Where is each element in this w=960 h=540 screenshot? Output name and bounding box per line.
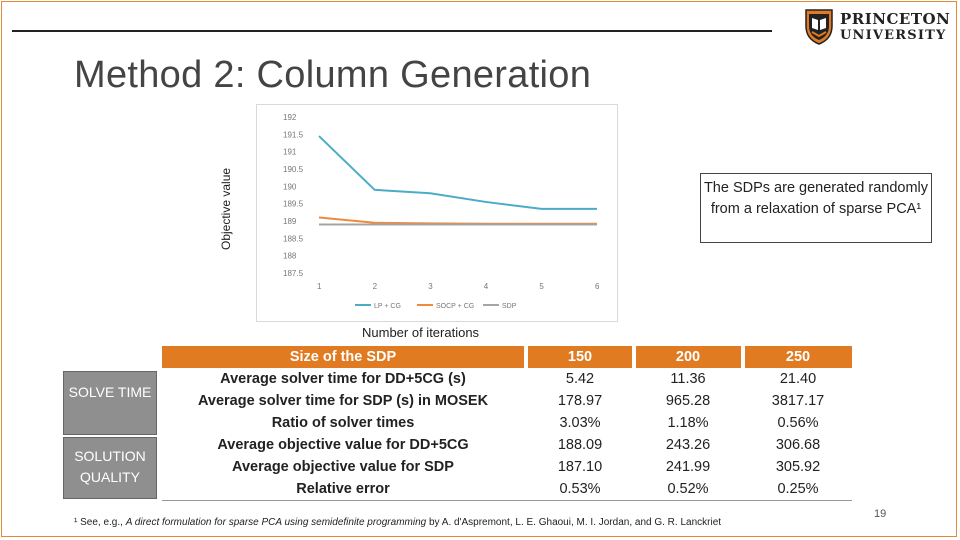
x-tick-label: 3 <box>428 282 433 291</box>
table-cell-250-0: 250 <box>746 346 850 368</box>
table-cell-200-1: 11.36 <box>636 368 740 390</box>
table-cell-150-5: 187.10 <box>528 456 632 478</box>
table-separator <box>741 346 745 500</box>
legend-label-0: LP + CG <box>374 303 401 310</box>
footnote: ¹ See, e.g., A direct formulation for sp… <box>74 517 721 528</box>
table-cell-150-3: 3.03% <box>528 412 632 434</box>
table-cell-150-2: 178.97 <box>528 390 632 412</box>
x-tick-label: 1 <box>317 282 322 291</box>
x-tick-label: 4 <box>484 282 489 291</box>
page-number: 19 <box>874 508 886 520</box>
princeton-logo: PRINCETON UNIVERSITY <box>804 6 954 48</box>
y-tick-label: 187.5 <box>283 269 304 278</box>
x-tick-label: 2 <box>373 282 378 291</box>
table-cell-150-4: 188.09 <box>528 434 632 456</box>
objective-chart: 192 191.5 191 190.5 190 189.5 189 188.5 188 187.5… <box>256 104 618 322</box>
table-cell-250-5: 305.92 <box>746 456 850 478</box>
table-cell-250-1: 21.40 <box>746 368 850 390</box>
series-line-0 <box>319 136 597 209</box>
sdp-note: The SDPs are generated randomly from a r… <box>700 173 932 243</box>
y-tick-label: 189 <box>283 217 297 226</box>
table-cell-250-4: 306.68 <box>746 434 850 456</box>
x-tick-label: 5 <box>539 282 544 291</box>
table-col-250: 250 21.40 3817.17 0.56% 306.68 305.92 0.25% <box>746 346 850 500</box>
table-cell-200-6: 0.52% <box>636 478 740 500</box>
table-col-150: 150 5.42 178.97 3.03% 188.09 187.10 0.53% <box>528 346 632 500</box>
table-cell-150-6: 0.53% <box>528 478 632 500</box>
table-row-label-3: Ratio of solver times <box>162 412 524 434</box>
y-tick-label: 188.5 <box>283 234 304 243</box>
footnote-prefix: ¹ See, e.g., <box>74 517 126 528</box>
shield-icon <box>804 6 834 46</box>
table-row-label-1: Average solver time for DD+5CG (s) <box>162 368 524 390</box>
side-label-solution-quality: SOLUTION QUALITY <box>63 437 157 499</box>
table-row-label-5: Average objective value for SDP <box>162 456 524 478</box>
table-cell-200-3: 1.18% <box>636 412 740 434</box>
y-tick-label: 191 <box>283 148 297 157</box>
table-cell-250-6: 0.25% <box>746 478 850 500</box>
table-cell-200-5: 241.99 <box>636 456 740 478</box>
table-cell-150-0: 150 <box>528 346 632 368</box>
table-cell-150-1: 5.42 <box>528 368 632 390</box>
table-cell-200-4: 243.26 <box>636 434 740 456</box>
chart-xlabel: Number of iterations <box>362 325 479 340</box>
y-tick-label: 188 <box>283 252 297 261</box>
y-tick-label: 192 <box>283 113 297 122</box>
table-separator <box>524 346 528 500</box>
side-label-solve-time: SOLVE TIME <box>63 371 157 435</box>
table-bottom-rule <box>162 500 852 501</box>
footnote-suffix: by A. d'Aspremont, L. E. Ghaoui, M. I. J… <box>426 517 721 528</box>
table-cell-250-3: 0.56% <box>746 412 850 434</box>
logo-line1: PRINCETON <box>840 10 950 28</box>
table-cell-200-0: 200 <box>636 346 740 368</box>
table-col-description: Size of the SDP Average solver time for D… <box>162 346 524 500</box>
x-tick-label: 6 <box>595 282 600 291</box>
legend-label-2: SDP <box>502 303 517 310</box>
table-row-label-0: Size of the SDP <box>162 346 524 368</box>
y-tick-label: 190.5 <box>283 165 304 174</box>
series-line-1 <box>319 218 597 224</box>
table-row-label-6: Relative error <box>162 478 524 500</box>
table-row-label-4: Average objective value for DD+5CG <box>162 434 524 456</box>
chart-ylabel: Objective value <box>219 168 233 250</box>
table-cell-200-2: 965.28 <box>636 390 740 412</box>
y-tick-label: 190 <box>283 182 297 191</box>
slide-title: Method 2: Column Generation <box>74 54 591 97</box>
table-separator <box>632 346 636 500</box>
footnote-title: A direct formulation for sparse PCA usin… <box>126 517 427 528</box>
title-rule <box>12 30 772 32</box>
y-tick-label: 191.5 <box>283 130 304 139</box>
legend-label-1: SOCP + CG <box>436 303 474 310</box>
table-cell-250-2: 3817.17 <box>746 390 850 412</box>
table-col-200: 200 11.36 965.28 1.18% 243.26 241.99 0.52% <box>636 346 740 500</box>
y-tick-label: 189.5 <box>283 200 304 209</box>
chart-svg: 192 191.5 191 190.5 190 189.5 189 188.5 188 187.5… <box>257 105 617 321</box>
logo-line2: UNIVERSITY <box>840 28 947 43</box>
table-row-label-2: Average solver time for SDP (s) in MOSEK <box>162 390 524 412</box>
